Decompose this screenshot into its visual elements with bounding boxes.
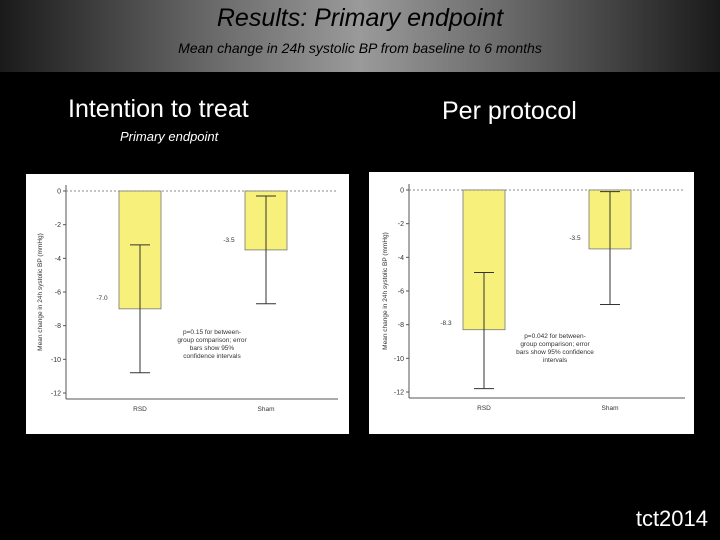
y-axis-label: Mean change in 24h systolic BP (mmHg) — [382, 232, 389, 350]
annotation-line: p=0.042 for between- — [524, 333, 586, 340]
p-value-annotation: p=0.042 for between-group comparison; er… — [516, 333, 594, 364]
x-tick-label: Sham — [258, 406, 275, 413]
value-label: -3.5 — [569, 235, 581, 242]
y-tick-label: -4 — [398, 255, 404, 262]
y-tick-label: -10 — [394, 356, 404, 363]
y-tick-label: -2 — [55, 222, 61, 229]
annotation-line: group comparison; error — [177, 337, 247, 344]
y-axis-label: Mean change in 24h systolic BP (mmHg) — [37, 233, 44, 351]
left-panel-subtitle: Primary endpoint — [120, 129, 219, 144]
x-tick-label: RSD — [133, 406, 147, 413]
itt-chart: 0 -2 -4 -6 -8 -10 -12 Mean change in 24h systol… — [26, 174, 349, 434]
slide-title: Results: Primary endpoint — [216, 4, 504, 32]
annotation-line: group comparison; error — [520, 341, 590, 348]
y-tick-label: -8 — [398, 322, 404, 329]
annotation-line: confidence intervals — [183, 353, 241, 360]
p-value-annotation: p=0.15 for between-group comparison; err… — [177, 329, 247, 360]
y-tick-label: -10 — [51, 357, 61, 364]
slide-subtitle: Mean change in 24h systolic BP from base… — [178, 40, 542, 56]
y-tick-label: 0 — [57, 189, 61, 196]
x-tick-label: Sham — [602, 405, 619, 412]
header-banner — [0, 0, 720, 72]
annotation-line: p=0.15 for between- — [183, 329, 241, 336]
y-tick-label: -6 — [398, 289, 404, 296]
x-tick-label: RSD — [477, 405, 491, 412]
annotation-line: bars show 95% confidence — [516, 349, 594, 356]
y-tick-label: -8 — [55, 323, 61, 330]
annotation-line: intervals — [543, 357, 568, 364]
value-label: -8.3 — [440, 320, 452, 327]
tct-logo: tct2014 — [635, 506, 708, 531]
y-tick-label: -12 — [51, 391, 61, 398]
y-tick-label: 0 — [400, 188, 404, 195]
y-tick-label: -6 — [55, 290, 61, 297]
right-panel-title: Per protocol — [442, 97, 577, 125]
value-label: -7.0 — [96, 295, 108, 302]
y-tick-label: -4 — [55, 256, 61, 263]
annotation-line: bars show 95% — [190, 345, 235, 352]
y-tick-label: -12 — [394, 390, 404, 397]
per-protocol-chart: 0 -2 -4 -6 -8 -10 -12 Mean change in 24h systol… — [369, 172, 694, 434]
value-label: -3.5 — [223, 237, 235, 244]
y-tick-label: -2 — [398, 221, 404, 228]
left-panel-title: Intention to treat — [68, 95, 249, 123]
